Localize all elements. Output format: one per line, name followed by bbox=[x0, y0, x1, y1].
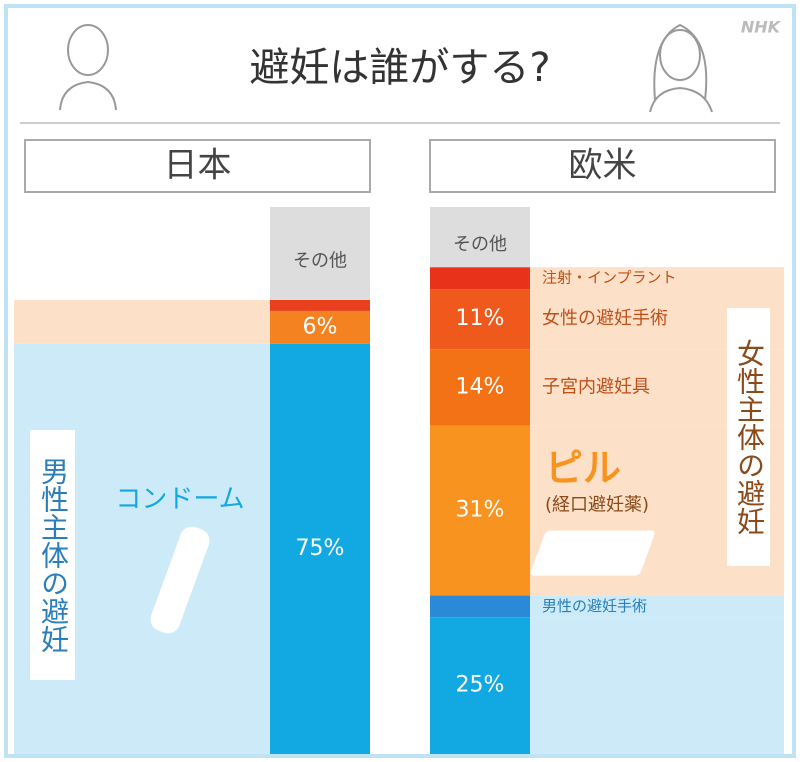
band bbox=[14, 299, 370, 311]
series-label: ピル bbox=[545, 446, 621, 490]
value-label: 6% bbox=[303, 314, 338, 339]
condom-icon bbox=[150, 526, 210, 634]
bar-segment bbox=[430, 425, 530, 596]
region-label: 欧米 bbox=[569, 146, 637, 186]
man-icon bbox=[59, 24, 117, 111]
group-box bbox=[30, 430, 75, 680]
bar-segment bbox=[270, 343, 370, 754]
other-label: その他 bbox=[293, 250, 347, 271]
bar-segment bbox=[270, 299, 370, 311]
group-label: 男性主体の避妊 bbox=[37, 457, 70, 653]
series-label: 子宮内避妊具 bbox=[542, 377, 650, 398]
series-label: 女性の避妊手術 bbox=[542, 308, 668, 329]
region-box bbox=[24, 139, 371, 193]
band bbox=[530, 267, 784, 290]
bar-segment bbox=[430, 617, 530, 754]
band bbox=[530, 595, 784, 618]
value-label: 11% bbox=[456, 306, 505, 331]
bar-segment bbox=[430, 267, 530, 290]
other-label: その他 bbox=[453, 234, 507, 255]
bar-segment bbox=[270, 207, 370, 300]
bar-segment bbox=[430, 349, 530, 426]
region-box bbox=[429, 139, 776, 193]
series-label: コンドーム bbox=[115, 485, 244, 515]
bar-segment bbox=[430, 207, 530, 268]
bar-segment bbox=[270, 310, 370, 344]
series-label: 男性の避妊手術 bbox=[542, 597, 647, 615]
value-label: 25% bbox=[456, 673, 505, 698]
frame bbox=[4, 4, 796, 758]
region-label: 日本 bbox=[164, 146, 232, 186]
value-label: 14% bbox=[456, 375, 505, 400]
series-note: (経口避妊薬) bbox=[545, 495, 649, 516]
bar-segment bbox=[430, 595, 530, 618]
value-label: 75% bbox=[296, 536, 345, 561]
bar-segment bbox=[430, 289, 530, 350]
group-label: 女性主体の避妊 bbox=[733, 339, 766, 535]
title: 避妊は誰がする? bbox=[249, 45, 550, 91]
band bbox=[530, 617, 784, 754]
value-label: 31% bbox=[456, 498, 505, 523]
woman-icon bbox=[649, 23, 713, 113]
group-box bbox=[727, 308, 770, 566]
logo: NHK bbox=[741, 18, 782, 37]
series-label: 注射・インプラント bbox=[542, 269, 677, 287]
pill-icon bbox=[530, 530, 655, 576]
